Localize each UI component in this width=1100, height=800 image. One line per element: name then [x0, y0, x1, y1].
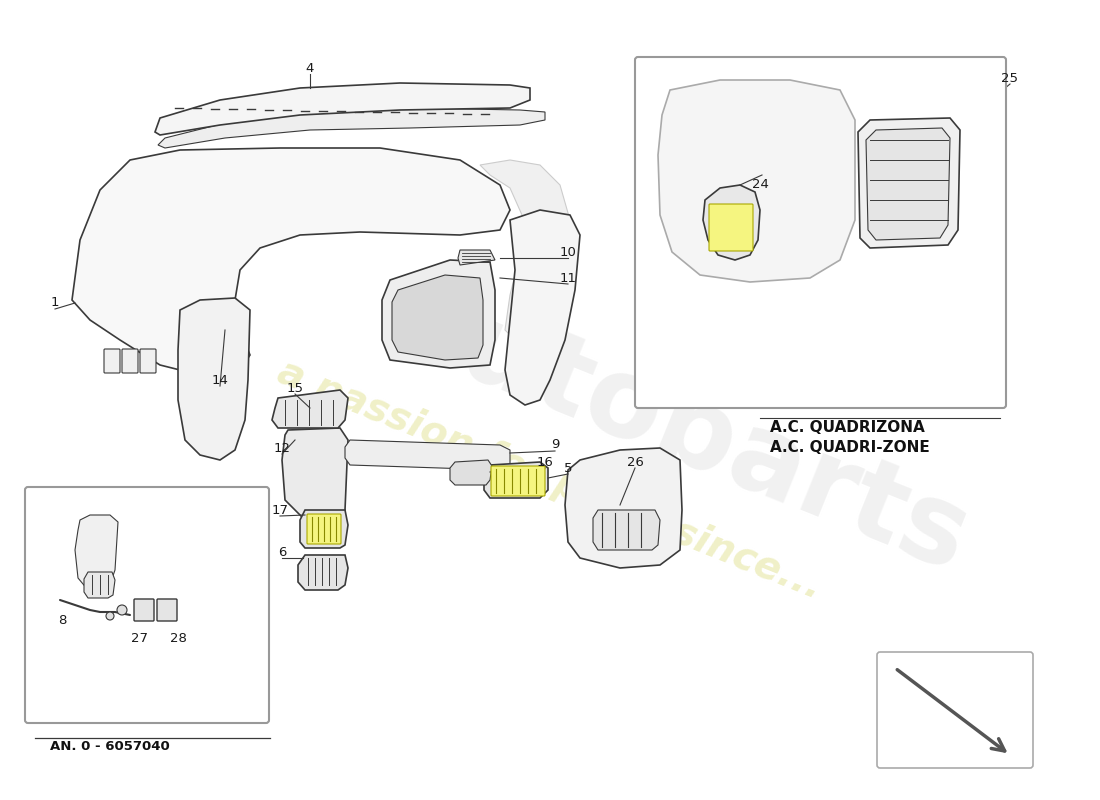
Text: 26: 26: [627, 455, 644, 469]
Text: 8: 8: [58, 614, 66, 626]
Text: 16: 16: [537, 455, 553, 469]
Text: 17: 17: [272, 503, 288, 517]
Polygon shape: [300, 510, 348, 548]
Text: 1: 1: [51, 297, 59, 310]
Polygon shape: [458, 250, 495, 265]
Polygon shape: [155, 83, 530, 135]
Circle shape: [117, 605, 126, 615]
Text: 24: 24: [751, 178, 769, 191]
Polygon shape: [593, 510, 660, 550]
FancyBboxPatch shape: [307, 514, 341, 544]
Text: 28: 28: [169, 631, 186, 645]
Polygon shape: [505, 210, 580, 405]
Polygon shape: [392, 275, 483, 360]
Polygon shape: [480, 160, 570, 340]
FancyBboxPatch shape: [134, 599, 154, 621]
Text: a passion for parts since...: a passion for parts since...: [272, 353, 828, 607]
FancyBboxPatch shape: [157, 599, 177, 621]
FancyBboxPatch shape: [491, 466, 544, 496]
Text: 10: 10: [560, 246, 576, 258]
Polygon shape: [75, 515, 118, 595]
Polygon shape: [272, 390, 348, 428]
Text: autoparts: autoparts: [376, 266, 983, 594]
Text: 5: 5: [563, 462, 572, 474]
Polygon shape: [282, 428, 348, 528]
FancyBboxPatch shape: [140, 349, 156, 373]
FancyBboxPatch shape: [25, 487, 270, 723]
Text: 9: 9: [551, 438, 559, 451]
Polygon shape: [858, 118, 960, 248]
Text: 11: 11: [560, 271, 576, 285]
Text: 27: 27: [132, 631, 148, 645]
Polygon shape: [866, 128, 950, 240]
Polygon shape: [703, 185, 760, 260]
Text: AN. 0 - 6057040: AN. 0 - 6057040: [50, 740, 169, 753]
Polygon shape: [382, 260, 495, 368]
Text: A.C. QUADRI-ZONE: A.C. QUADRI-ZONE: [770, 440, 930, 455]
Polygon shape: [84, 572, 116, 598]
Text: 15: 15: [286, 382, 304, 394]
Text: 4: 4: [306, 62, 315, 74]
Circle shape: [106, 612, 114, 620]
FancyBboxPatch shape: [122, 349, 138, 373]
Polygon shape: [72, 148, 510, 375]
Polygon shape: [158, 108, 544, 148]
FancyBboxPatch shape: [877, 652, 1033, 768]
FancyBboxPatch shape: [635, 57, 1006, 408]
Polygon shape: [345, 440, 510, 470]
Text: A.C. QUADRIZONA: A.C. QUADRIZONA: [770, 420, 925, 435]
Polygon shape: [298, 555, 348, 590]
Polygon shape: [178, 298, 250, 460]
FancyBboxPatch shape: [710, 204, 754, 251]
Text: 14: 14: [211, 374, 229, 386]
Polygon shape: [484, 462, 548, 498]
Polygon shape: [565, 448, 682, 568]
Polygon shape: [450, 460, 492, 485]
Polygon shape: [658, 80, 855, 282]
Text: 25: 25: [1001, 71, 1019, 85]
FancyBboxPatch shape: [104, 349, 120, 373]
Text: 6: 6: [278, 546, 286, 558]
Text: 12: 12: [274, 442, 290, 454]
